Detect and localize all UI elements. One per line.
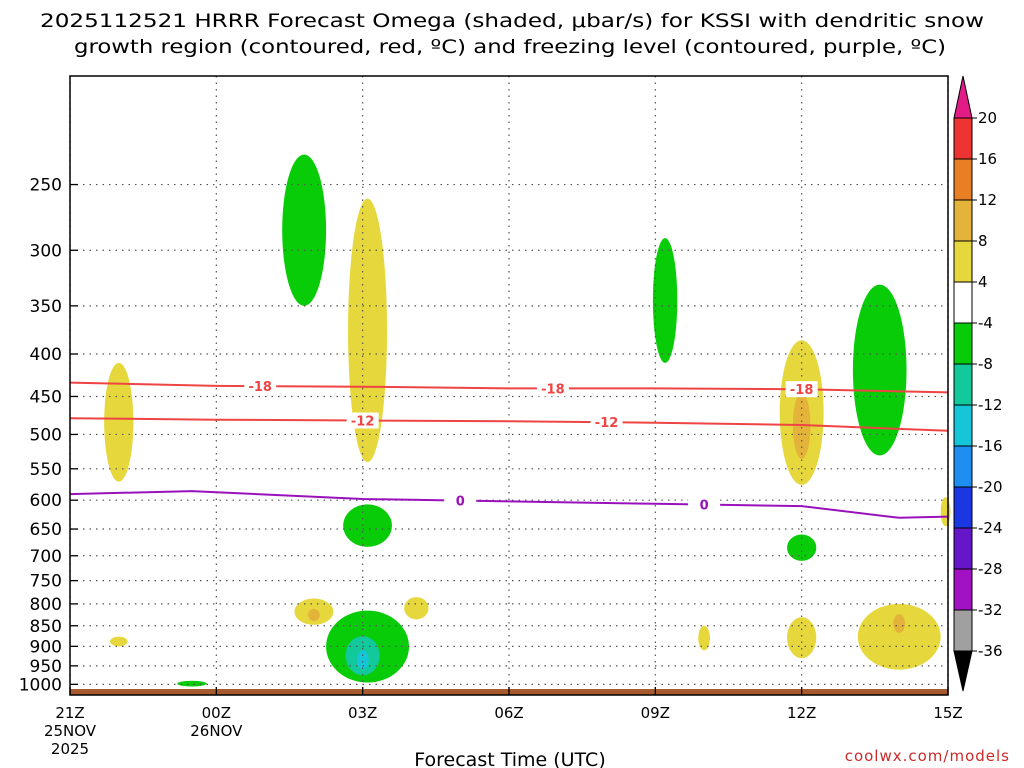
y-tick-label-900: 900 (30, 637, 62, 657)
colorbar-label--36: -36 (978, 642, 1003, 660)
chart-title-line-1: 2025112521 HRRR Forecast Omega (shaded, … (40, 10, 984, 32)
omega-region-7 (852, 284, 907, 456)
x-tick-label-21Z: 21Z (55, 704, 84, 722)
isotherm-minus-18-label-3: -18 (790, 383, 814, 398)
x-axis-label: Forecast Time (UTC) (414, 749, 605, 768)
y-tick-label-600: 600 (30, 491, 62, 511)
omega-region-8 (940, 497, 951, 527)
isotherm-minus-18-label-bg (536, 380, 569, 397)
x-tick-label-12Z: 12Z (787, 704, 816, 722)
colorbar-bin-16-to-20 (953, 117, 973, 160)
colorbar-label-20: 20 (978, 109, 997, 127)
colorbar-label-16: 16 (978, 150, 997, 168)
y-tick-label-350: 350 (30, 297, 62, 317)
chart-title: 2025112521 HRRR Forecast Omega (shaded, … (40, 10, 984, 58)
isotherm-minus-12-label-1: -12 (351, 414, 375, 429)
colorbar-label-8: 8 (978, 232, 988, 250)
isotherm-minus-18-label-2: -18 (541, 382, 565, 397)
y-tick-label-800: 800 (30, 595, 62, 615)
y-tick-label-250: 250 (30, 176, 62, 196)
x-tick-year-21Z: 2025 (51, 740, 89, 758)
omega-region-2 (348, 198, 388, 463)
y-tick-label-750: 750 (30, 572, 62, 592)
colorbar-bottom-arrow (953, 650, 973, 692)
y-tick-label-1000: 1000 (19, 675, 62, 695)
y-tick-label-950: 950 (30, 657, 62, 677)
isotherm-minus-12-line (69, 417, 949, 432)
omega-region-4 (652, 238, 678, 363)
freezing-level-line (69, 490, 949, 519)
colorbar-bin-8-to-12 (953, 199, 973, 242)
freezing-level-label-bg (688, 496, 721, 513)
colorbar-bin--16-to--12 (953, 404, 973, 447)
colorbar-bin--24-to--20 (953, 486, 973, 529)
colorbar-label--4: -4 (978, 314, 993, 332)
x-tick-date-21Z: 25NOV (44, 722, 97, 740)
y-tick-label-500: 500 (30, 425, 62, 445)
colorbar-bin--36-to--32 (953, 609, 973, 652)
isotherm-minus-18-label-1: -18 (248, 380, 272, 395)
omega-region-22 (893, 614, 906, 633)
isotherm-minus-12-label-2: -12 (595, 416, 619, 431)
omega-region-20 (787, 617, 817, 659)
x-tick-label-03Z: 03Z (348, 704, 377, 722)
colorbar-bin--4-to-4 (953, 281, 973, 324)
colorbar-bin--20-to--16 (953, 445, 973, 488)
colorbar-bin-4-to-8 (953, 240, 973, 283)
colorbar-label--32: -32 (978, 601, 1003, 619)
axis-layer: 2503003504004505005506006507007508008509… (19, 176, 963, 758)
colorbar-bin--8-to--4 (953, 322, 973, 365)
omega-region-18 (177, 680, 207, 687)
colorbar-bin--12-to--8 (953, 363, 973, 406)
y-tick-label-850: 850 (30, 617, 62, 637)
colorbar-label-4: 4 (978, 273, 988, 291)
colorbar-top-arrow (953, 75, 973, 119)
y-tick-label-650: 650 (30, 520, 62, 540)
colorbar-label--24: -24 (978, 519, 1003, 537)
omega-region-3 (104, 362, 134, 482)
isotherm-minus-18-label-bg (244, 378, 277, 395)
colorbar-bin--28-to--24 (953, 527, 973, 570)
omega-region-10 (787, 534, 817, 561)
x-tick-label-15Z: 15Z (933, 704, 962, 722)
y-tick-label-550: 550 (30, 460, 62, 480)
colorbar-label--28: -28 (978, 560, 1003, 578)
colorbar-label--8: -8 (978, 355, 993, 373)
x-tick-label-06Z: 06Z (494, 704, 523, 722)
freezing-level-label-2: 0 (700, 499, 709, 514)
x-tick-date-00Z: 26NOV (190, 722, 243, 740)
omega-region-13 (404, 597, 429, 620)
colorbar-label--20: -20 (978, 478, 1003, 496)
omega-region-21 (857, 603, 941, 670)
omega-region-16 (356, 650, 369, 670)
credit-text: coolwx.com/models (845, 747, 1010, 765)
colorbar-bin--32-to--28 (953, 568, 973, 611)
x-tick-label-09Z: 09Z (641, 704, 670, 722)
omega-region-19 (698, 625, 710, 651)
colorbar: 20 16 12 8 4 -4 -8 -12 -16 -20 -24 -28 -32 -36 (953, 75, 1003, 692)
omega-region-1 (282, 154, 327, 306)
omega-region-17 (109, 636, 128, 647)
freezing-level-label-bg (444, 492, 477, 509)
contour-layer: -18 -18 -18 -12 -12 0 0 (69, 378, 949, 519)
freezing-level-label-1: 0 (456, 495, 465, 510)
y-tick-label-700: 700 (30, 547, 62, 567)
colorbar-label--12: -12 (978, 396, 1003, 414)
colorbar-label--16: -16 (978, 437, 1003, 455)
y-tick-label-400: 400 (30, 345, 62, 365)
isotherm-minus-12-label-bg (590, 414, 623, 431)
y-tick-label-300: 300 (30, 241, 62, 261)
omega-region-9 (343, 504, 392, 547)
colorbar-bin-12-to-16 (953, 158, 973, 201)
x-tick-label-00Z: 00Z (202, 704, 231, 722)
chart-title-line-2: growth region (contoured, red, ºC) and f… (74, 36, 946, 58)
isotherm-minus-12-label-bg (346, 412, 379, 429)
colorbar-label-12: 12 (978, 191, 997, 209)
y-tick-label-450: 450 (30, 387, 62, 407)
omega-region-12 (308, 608, 320, 622)
isotherm-minus-18-label-bg (785, 381, 818, 398)
